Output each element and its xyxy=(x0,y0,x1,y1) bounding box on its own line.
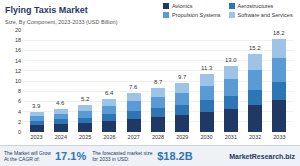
svg-text:2033: 2033 xyxy=(273,134,285,140)
html-text:MarketResearch.biz: MarketResearch.biz xyxy=(229,152,295,160)
svg-text:7.6: 7.6 xyxy=(129,84,138,90)
svg-text:16: 16 xyxy=(15,47,21,53)
svg-text:14: 14 xyxy=(15,58,21,64)
html-text:Propulsion Systems: Propulsion Systems xyxy=(172,12,221,18)
svg-text:11.3: 11.3 xyxy=(201,65,213,71)
svg-text:4: 4 xyxy=(18,109,21,115)
svg-text:Flying Taxis Market: Flying Taxis Market xyxy=(5,5,88,15)
svg-text:9.7: 9.7 xyxy=(178,74,187,80)
svg-text:2030: 2030 xyxy=(200,134,212,140)
svg-text:2023: 2023 xyxy=(30,134,42,140)
html-text:17.1%: 17.1% xyxy=(55,150,87,162)
svg-text:5.2: 5.2 xyxy=(81,96,90,102)
svg-text:2024: 2024 xyxy=(55,134,67,140)
svg-text:12: 12 xyxy=(15,68,21,74)
svg-text:2026: 2026 xyxy=(103,134,115,140)
svg-text:6.4: 6.4 xyxy=(105,90,114,96)
svg-text:6: 6 xyxy=(18,98,21,104)
svg-text:2032: 2032 xyxy=(249,134,261,140)
html-text:Avionics: Avionics xyxy=(172,3,193,9)
svg-text:2025: 2025 xyxy=(79,134,91,140)
svg-text:8.7: 8.7 xyxy=(154,79,163,85)
svg-text:10: 10 xyxy=(15,78,21,84)
svg-text:8: 8 xyxy=(18,88,21,94)
html-text:$18.2B: $18.2B xyxy=(157,150,193,162)
svg-text:2027: 2027 xyxy=(128,134,140,140)
svg-text:Size, By Component, 2023-2033: Size, By Component, 2023-2033 (USD Billi… xyxy=(5,19,118,25)
svg-text:15.2: 15.2 xyxy=(249,45,261,51)
svg-text:2: 2 xyxy=(18,119,21,125)
html-text:Aerostructures: Aerostructures xyxy=(237,3,274,9)
html-text:Software and Services: Software and Services xyxy=(237,12,293,18)
html-text:The forecasted market size for: The forecasted market size for 2033 in U… xyxy=(92,150,153,162)
svg-text:18: 18 xyxy=(15,37,21,43)
svg-text:2031: 2031 xyxy=(225,134,237,140)
svg-text:13.0: 13.0 xyxy=(225,57,237,63)
svg-text:20: 20 xyxy=(15,27,21,33)
svg-text:2028: 2028 xyxy=(152,134,164,140)
svg-text:3.9: 3.9 xyxy=(32,103,41,109)
svg-text:0: 0 xyxy=(18,129,21,135)
svg-text:2029: 2029 xyxy=(176,134,188,140)
html-text:The Market will Grow At the CA: The Market will Grow At the CAGR of: xyxy=(4,150,51,162)
svg-text:4.6: 4.6 xyxy=(56,100,65,106)
svg-text:18.2: 18.2 xyxy=(273,30,285,36)
